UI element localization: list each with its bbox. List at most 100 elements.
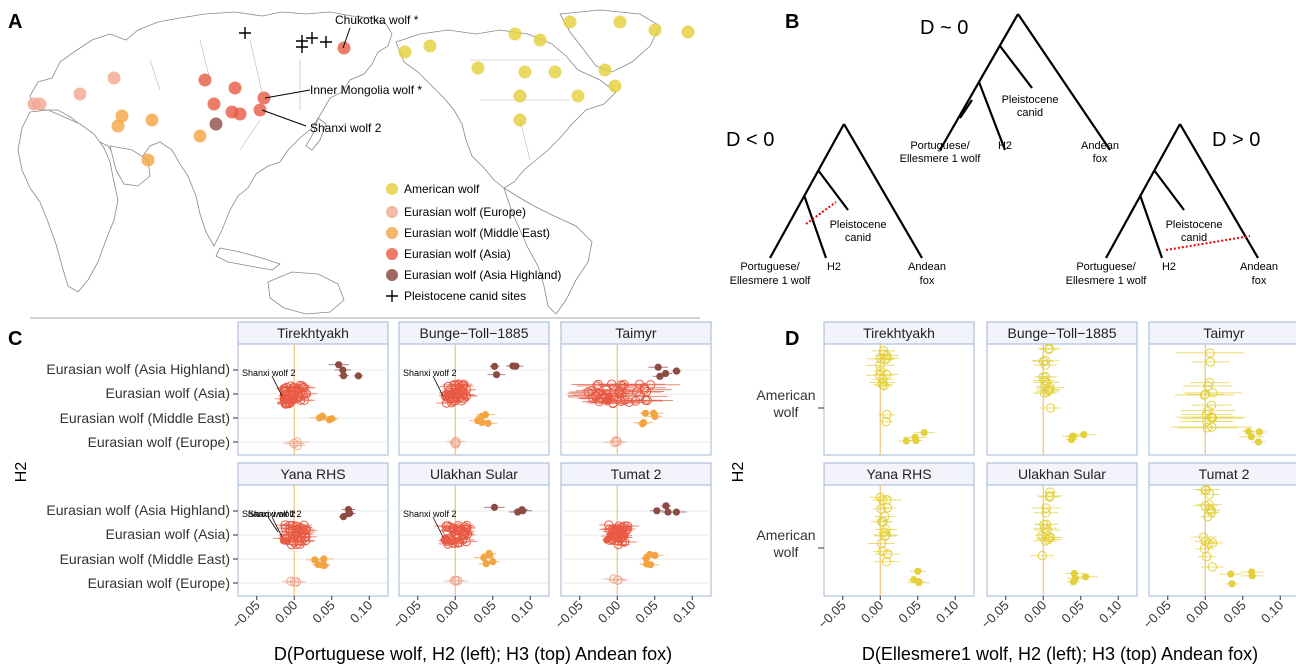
data-point (318, 561, 326, 569)
data-point (292, 529, 302, 539)
data-point (902, 437, 910, 445)
facet-plot-area (823, 343, 975, 456)
map-points (27, 15, 695, 167)
c-group-middle-east: Eurasian wolf (Middle East) (60, 410, 230, 426)
data-point (339, 366, 347, 374)
d-group-line1-2: American (756, 527, 815, 543)
facet-plot-area (560, 343, 712, 456)
data-point (912, 436, 920, 445)
shanxi-annotation: Shanxi wolf 2 (248, 509, 302, 519)
data-point (280, 523, 291, 533)
facet-plot-area (1148, 484, 1296, 597)
data-point (881, 416, 891, 427)
facet-title: Taimyr (1203, 325, 1245, 341)
tree-center-pleisto-1: Pleistocene (1002, 94, 1059, 106)
data-point (1207, 538, 1218, 548)
data-point (877, 379, 888, 390)
data-point (881, 530, 891, 540)
data-point (1082, 573, 1090, 581)
map-point (73, 87, 87, 101)
data-point (583, 387, 593, 397)
map-point (518, 65, 532, 79)
data-point (344, 505, 353, 514)
tree-right-pleisto-2: canid (1181, 232, 1207, 244)
data-point (1247, 433, 1255, 441)
south-america-landmass (503, 187, 593, 315)
map-point (27, 97, 41, 111)
tree-left-h2: H2 (827, 261, 841, 273)
data-point (875, 492, 886, 503)
data-point (1040, 355, 1051, 366)
facet-title: Taimyr (615, 325, 657, 341)
data-point (603, 397, 611, 405)
data-point (478, 412, 486, 421)
facet-plot-area (398, 484, 550, 597)
data-point (662, 502, 670, 510)
data-point (292, 521, 303, 532)
axis-tick-label: 0.05 (309, 598, 338, 627)
map-point (681, 25, 695, 39)
data-point (318, 412, 326, 420)
tree-right-port-2: Ellesmere 1 wolf (1066, 275, 1148, 287)
data-point (1042, 387, 1053, 397)
tree-center (939, 13, 1111, 151)
data-point (289, 577, 300, 587)
data-point (320, 555, 328, 563)
map-point (548, 65, 562, 79)
data-point (1206, 412, 1216, 422)
map-point (115, 109, 129, 123)
data-point (1201, 484, 1211, 495)
map-point (598, 63, 612, 77)
tree-right-pleisto-1: Pleistocene (1166, 219, 1223, 231)
data-point (639, 384, 650, 395)
australia-landmass (267, 271, 345, 315)
data-point (877, 495, 888, 505)
facet-title: Bunge−Toll−1885 (1008, 325, 1117, 341)
data-point (339, 372, 348, 380)
axis-tick-label: 0.00 (1021, 598, 1050, 627)
map-point (608, 79, 622, 93)
data-point (920, 428, 928, 437)
annotation-arrow (271, 516, 283, 538)
africa-landmass (17, 109, 119, 293)
map-point (233, 107, 247, 121)
facet-plot-area (237, 343, 389, 456)
facet-plot-area (1148, 343, 1296, 456)
map-point (471, 61, 485, 75)
data-point (881, 556, 892, 567)
shanxi-annotation: Shanxi wolf 2 (242, 368, 296, 378)
data-point (616, 380, 626, 390)
data-point (1248, 568, 1256, 576)
panel-d-facets: Tirekhtyakh Bunge−Toll−1885 Taimyr Yana RHS… (815, 321, 1296, 631)
data-point (299, 395, 309, 405)
tree-right-andean-2: fox (1252, 275, 1267, 287)
data-point (1040, 381, 1050, 392)
map-point (257, 91, 271, 105)
legend-pleistocene: Pleistocene canid sites (404, 289, 526, 303)
facet-title: Yana RHS (866, 466, 931, 482)
data-point (634, 379, 645, 390)
data-point (664, 508, 672, 516)
tree-right (1105, 123, 1259, 259)
axis-tick-label: 0.10 (670, 598, 699, 627)
data-point (875, 370, 885, 381)
data-point (519, 507, 527, 515)
data-point (672, 367, 681, 375)
data-point (462, 529, 473, 539)
data-point (875, 360, 885, 371)
data-point (592, 381, 602, 391)
c-group-asia: Eurasian wolf (Asia) (106, 385, 231, 401)
c-group-europe-2: Eurasian wolf (Europe) (88, 575, 230, 591)
data-point (1200, 389, 1210, 400)
tree-left-port-2: Ellesmere 1 wolf (730, 275, 812, 287)
tree-center-pleisto-2: canid (1017, 107, 1043, 119)
axis-tick-label: 0.00 (858, 598, 887, 627)
data-point (876, 504, 886, 514)
annotation-arrow (267, 516, 279, 533)
tree-left-port-1: Portuguese/ (740, 261, 800, 273)
data-point (490, 362, 499, 370)
map-point (648, 23, 662, 37)
data-point (1203, 381, 1213, 391)
data-point (292, 437, 302, 447)
data-point (1205, 348, 1215, 358)
